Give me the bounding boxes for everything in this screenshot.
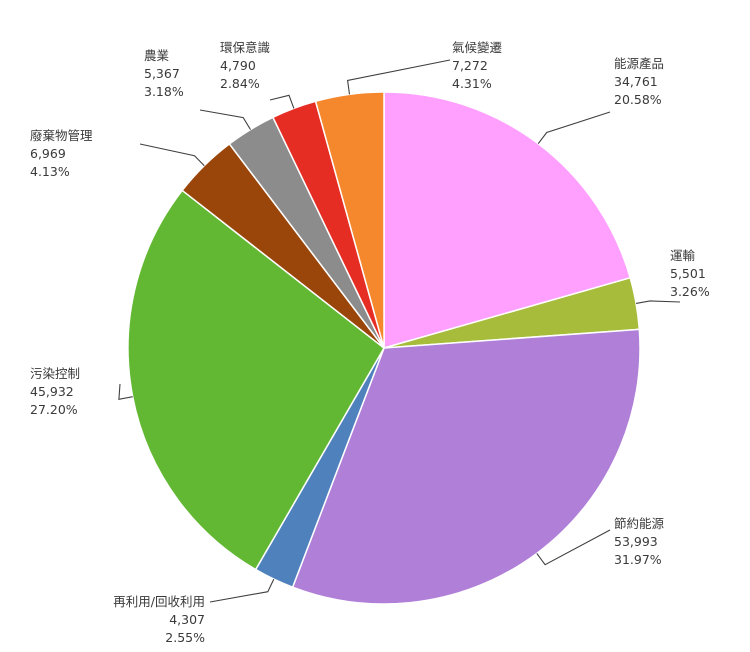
data-label: 環保意識 4,790 2.84%: [220, 40, 270, 91]
data-label-value: 5,501: [670, 266, 706, 281]
data-label-name: 廢棄物管理: [30, 128, 93, 143]
data-label-percent: 2.55%: [165, 630, 205, 645]
leader-line: [269, 94, 295, 109]
leader-line: [118, 383, 133, 400]
data-label-value: 53,993: [614, 534, 658, 549]
data-label: 氣候變遷 7,272 4.31%: [452, 40, 503, 91]
data-label: 廢棄物管理 6,969 4.13%: [30, 128, 93, 179]
data-label-value: 45,932: [30, 384, 74, 399]
data-label: 運輸 5,501 3.26%: [670, 248, 710, 299]
data-label: 污染控制 45,932 27.20%: [30, 366, 80, 417]
data-label-percent: 2.84%: [220, 76, 260, 91]
data-label-name: 節約能源: [614, 516, 665, 531]
leader-line: [537, 111, 611, 145]
data-label-percent: 4.13%: [30, 164, 70, 179]
data-label: 農業 5,367 3.18%: [144, 48, 184, 99]
leader-line: [139, 143, 205, 167]
data-label-percent: 31.97%: [614, 552, 662, 567]
data-label-value: 6,969: [30, 146, 66, 161]
data-label-value: 4,307: [169, 612, 205, 627]
data-label-name: 能源產品: [614, 56, 664, 71]
pie-slices: [127, 91, 641, 605]
data-label: 能源產品 34,761 20.58%: [614, 56, 664, 107]
data-label-value: 5,367: [144, 66, 180, 81]
data-label-name: 運輸: [670, 248, 696, 263]
data-label-percent: 4.31%: [452, 76, 492, 91]
leader-line: [636, 300, 681, 304]
data-label-value: 4,790: [220, 58, 256, 73]
data-label-percent: 20.58%: [614, 92, 662, 107]
pie-slice: [314, 91, 385, 349]
data-label-name: 農業: [144, 48, 170, 63]
leader-line: [346, 59, 451, 95]
leader-line: [199, 109, 251, 130]
data-label-percent: 27.20%: [30, 402, 78, 417]
pie-slice: [291, 328, 641, 605]
data-label-name: 氣候變遷: [452, 40, 503, 55]
data-label-name: 環保意識: [220, 40, 270, 55]
pie-slice: [127, 189, 385, 571]
data-labels: 能源產品 34,761 20.58% 運輸 5,501 3.26% 節約能源 53,993 31…: [30, 40, 710, 645]
data-label-name: 污染控制: [30, 366, 80, 381]
data-label-percent: 3.18%: [144, 84, 184, 99]
leader-lines: [118, 59, 681, 603]
leader-line: [536, 529, 611, 566]
data-label-value: 7,272: [452, 58, 488, 73]
leader-line: [209, 578, 275, 603]
data-label-percent: 3.26%: [670, 284, 710, 299]
pie-slice: [383, 91, 632, 349]
data-label: 再利用/回收利用 4,307 2.55%: [113, 594, 205, 645]
data-label-name: 再利用/回收利用: [113, 594, 205, 609]
data-label-value: 34,761: [614, 74, 658, 89]
data-label: 節約能源 53,993 31.97%: [614, 516, 665, 567]
